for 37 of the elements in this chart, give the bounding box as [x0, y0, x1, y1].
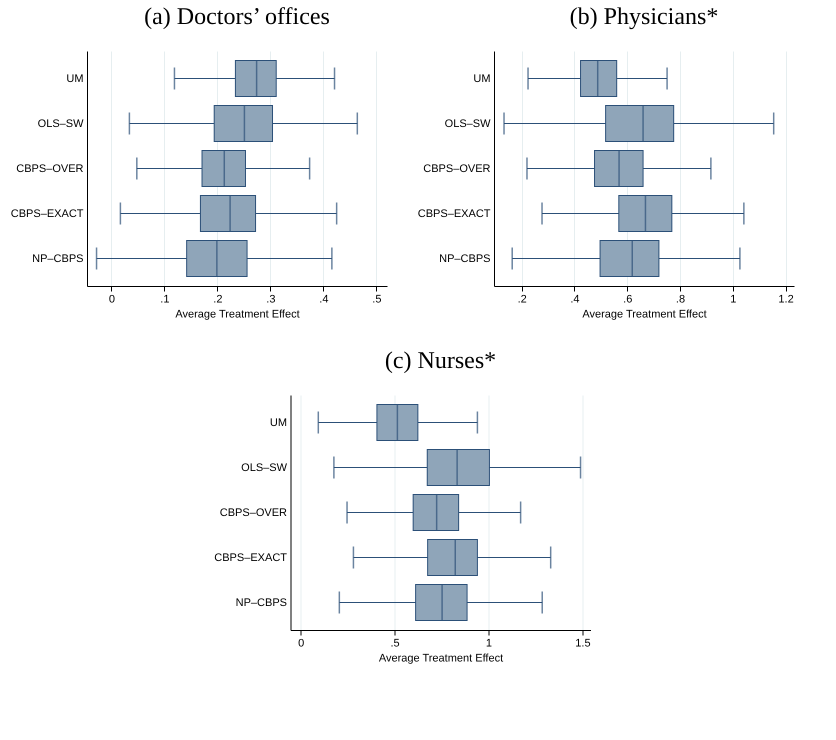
y-tick-label: CBPS–OVER	[220, 507, 288, 519]
x-axis-title: Average Treatment Effect	[582, 308, 707, 320]
x-axis-title: Average Treatment Effect	[175, 308, 300, 320]
x-tick-label: .6	[623, 294, 632, 306]
y-tick-label: CBPS–EXACT	[10, 208, 84, 220]
y-tick-label: CBPS–EXACT	[418, 208, 491, 220]
y-tick-label: UM	[66, 73, 84, 85]
chart-title: (b) Physicians*	[570, 4, 718, 30]
y-tick-label: CBPS–OVER	[423, 163, 491, 175]
x-tick-label: .8	[676, 294, 686, 306]
y-tick-label: NP–CBPS	[236, 597, 287, 609]
x-tick-label: 1	[730, 294, 736, 306]
y-tick-label: OLS–SW	[241, 462, 288, 474]
x-tick-label: .4	[570, 294, 580, 306]
x-tick-label: .2	[518, 294, 527, 306]
x-tick-label: 0	[108, 294, 115, 306]
x-tick-label: .3	[266, 294, 276, 306]
y-tick-label: UM	[270, 417, 287, 429]
chart-title: (c) Nurses*	[384, 348, 496, 374]
x-tick-label: .5	[390, 638, 400, 650]
x-tick-label: .2	[213, 294, 222, 306]
x-tick-label: .4	[319, 294, 328, 306]
y-tick-label: OLS–SW	[444, 118, 492, 130]
x-tick-label: .5	[372, 294, 382, 306]
x-tick-label: 1	[486, 638, 492, 650]
chart-title: (a) Doctors’ offices	[144, 4, 330, 30]
y-tick-label: CBPS–EXACT	[214, 552, 288, 564]
x-tick-label: 1.2	[778, 294, 794, 306]
y-tick-label: NP–CBPS	[439, 253, 490, 265]
y-tick-label: UM	[473, 73, 490, 85]
x-tick-label: 0	[298, 638, 304, 650]
x-tick-label: .1	[160, 294, 170, 306]
y-tick-label: NP–CBPS	[32, 253, 84, 265]
x-axis-title: Average Treatment Effect	[378, 652, 504, 664]
y-tick-label: CBPS–OVER	[16, 163, 84, 175]
x-tick-label: 1.5	[575, 638, 591, 650]
y-tick-label: OLS–SW	[38, 118, 84, 130]
